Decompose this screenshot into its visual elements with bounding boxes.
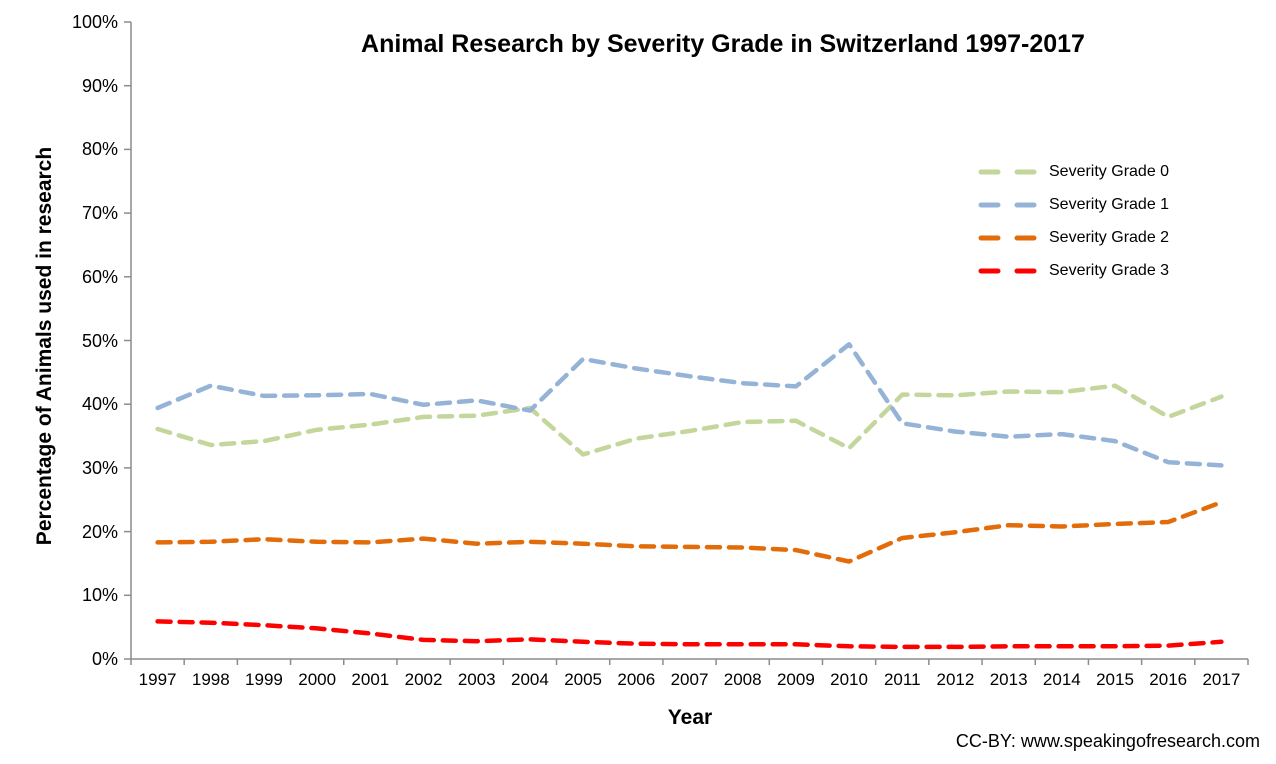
x-tick-label: 2007 [670,670,709,689]
legend-dash-marker [978,202,1040,208]
x-tick-label: 1998 [191,670,230,689]
legend-label: Severity Grade 2 [1049,229,1170,246]
x-tick-label: 2013 [989,670,1028,689]
y-tick-label: 10% [81,585,118,606]
x-tick-label: 2000 [298,670,337,689]
x-tick-label: 2002 [404,670,443,689]
legend-item-severity-grade-3: Severity Grade 3 [978,260,1169,282]
x-tick-label: 2011 [883,670,921,689]
series-line-severity-grade-2 [155,500,1224,564]
y-tick-label: 70% [81,203,118,224]
x-tick-label: 2017 [1202,670,1241,689]
legend-label: Severity Grade 3 [1049,262,1170,279]
x-tick-label: 2014 [1042,670,1081,689]
series-line-severity-grade-3 [155,619,1224,650]
y-tick-label: 60% [81,266,118,287]
legend-dash-marker [978,235,1040,241]
x-tick-label: 2006 [617,670,656,689]
x-tick-label: 2010 [830,670,868,689]
y-tick-label: 90% [81,75,118,96]
y-tick-label: 40% [81,394,118,415]
attribution-text: CC-BY: www.speakingofresearch.com [955,731,1260,751]
legend-label: Severity Grade 0 [1049,163,1170,180]
x-tick-label: 2009 [776,670,815,689]
legend-dash-marker [978,268,1040,274]
x-tick-label: 2016 [1149,670,1188,689]
y-tick-label: 30% [81,457,118,478]
x-tick-label: 2004 [511,670,549,689]
y-tick-label: 80% [81,139,118,160]
y-tick-label: 20% [81,521,118,542]
legend-item-severity-grade-2: Severity Grade 2 [978,227,1169,249]
legend-item-severity-grade-0: Severity Grade 0 [978,161,1169,183]
x-tick-label: 2003 [457,670,496,689]
legend: Severity Grade 0 Severity Grade 1 Severity… [978,161,1169,282]
y-tick-label: 0% [91,649,118,669]
y-tick-label: 100% [71,12,118,32]
y-tick-label: 50% [81,330,118,351]
x-tick-label: 1997 [138,670,177,689]
x-tick-label: 2012 [936,670,975,689]
series-line-severity-grade-1 [155,342,1224,468]
legend-item-severity-grade-1: Severity Grade 1 [978,194,1169,216]
x-tick-label: 1999 [245,670,283,689]
chart-title: Animal Research by Severity Grade in Swi… [361,30,1085,58]
series-line-severity-grade-0 [155,383,1224,457]
legend-label: Severity Grade 1 [1049,196,1170,213]
legend-dash-marker [978,169,1040,175]
x-tick-label: 2005 [564,670,603,689]
x-tick-label: 2015 [1096,670,1134,689]
x-axis-title: Year [667,706,713,729]
x-tick-label: 2008 [723,670,762,689]
x-tick-label: 2001 [351,670,390,689]
